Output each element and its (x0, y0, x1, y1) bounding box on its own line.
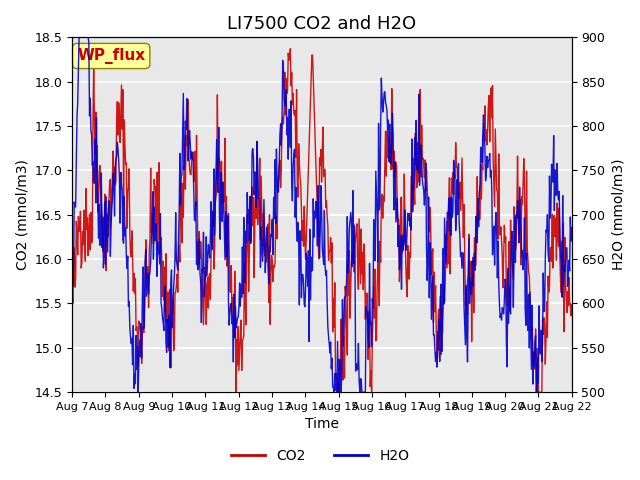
X-axis label: Time: Time (305, 418, 339, 432)
Y-axis label: CO2 (mmol/m3): CO2 (mmol/m3) (15, 159, 29, 270)
Text: WP_flux: WP_flux (77, 48, 145, 64)
Legend: CO2, H2O: CO2, H2O (225, 443, 415, 468)
Title: LI7500 CO2 and H2O: LI7500 CO2 and H2O (227, 15, 417, 33)
Y-axis label: H2O (mmol/m3): H2O (mmol/m3) (611, 159, 625, 270)
